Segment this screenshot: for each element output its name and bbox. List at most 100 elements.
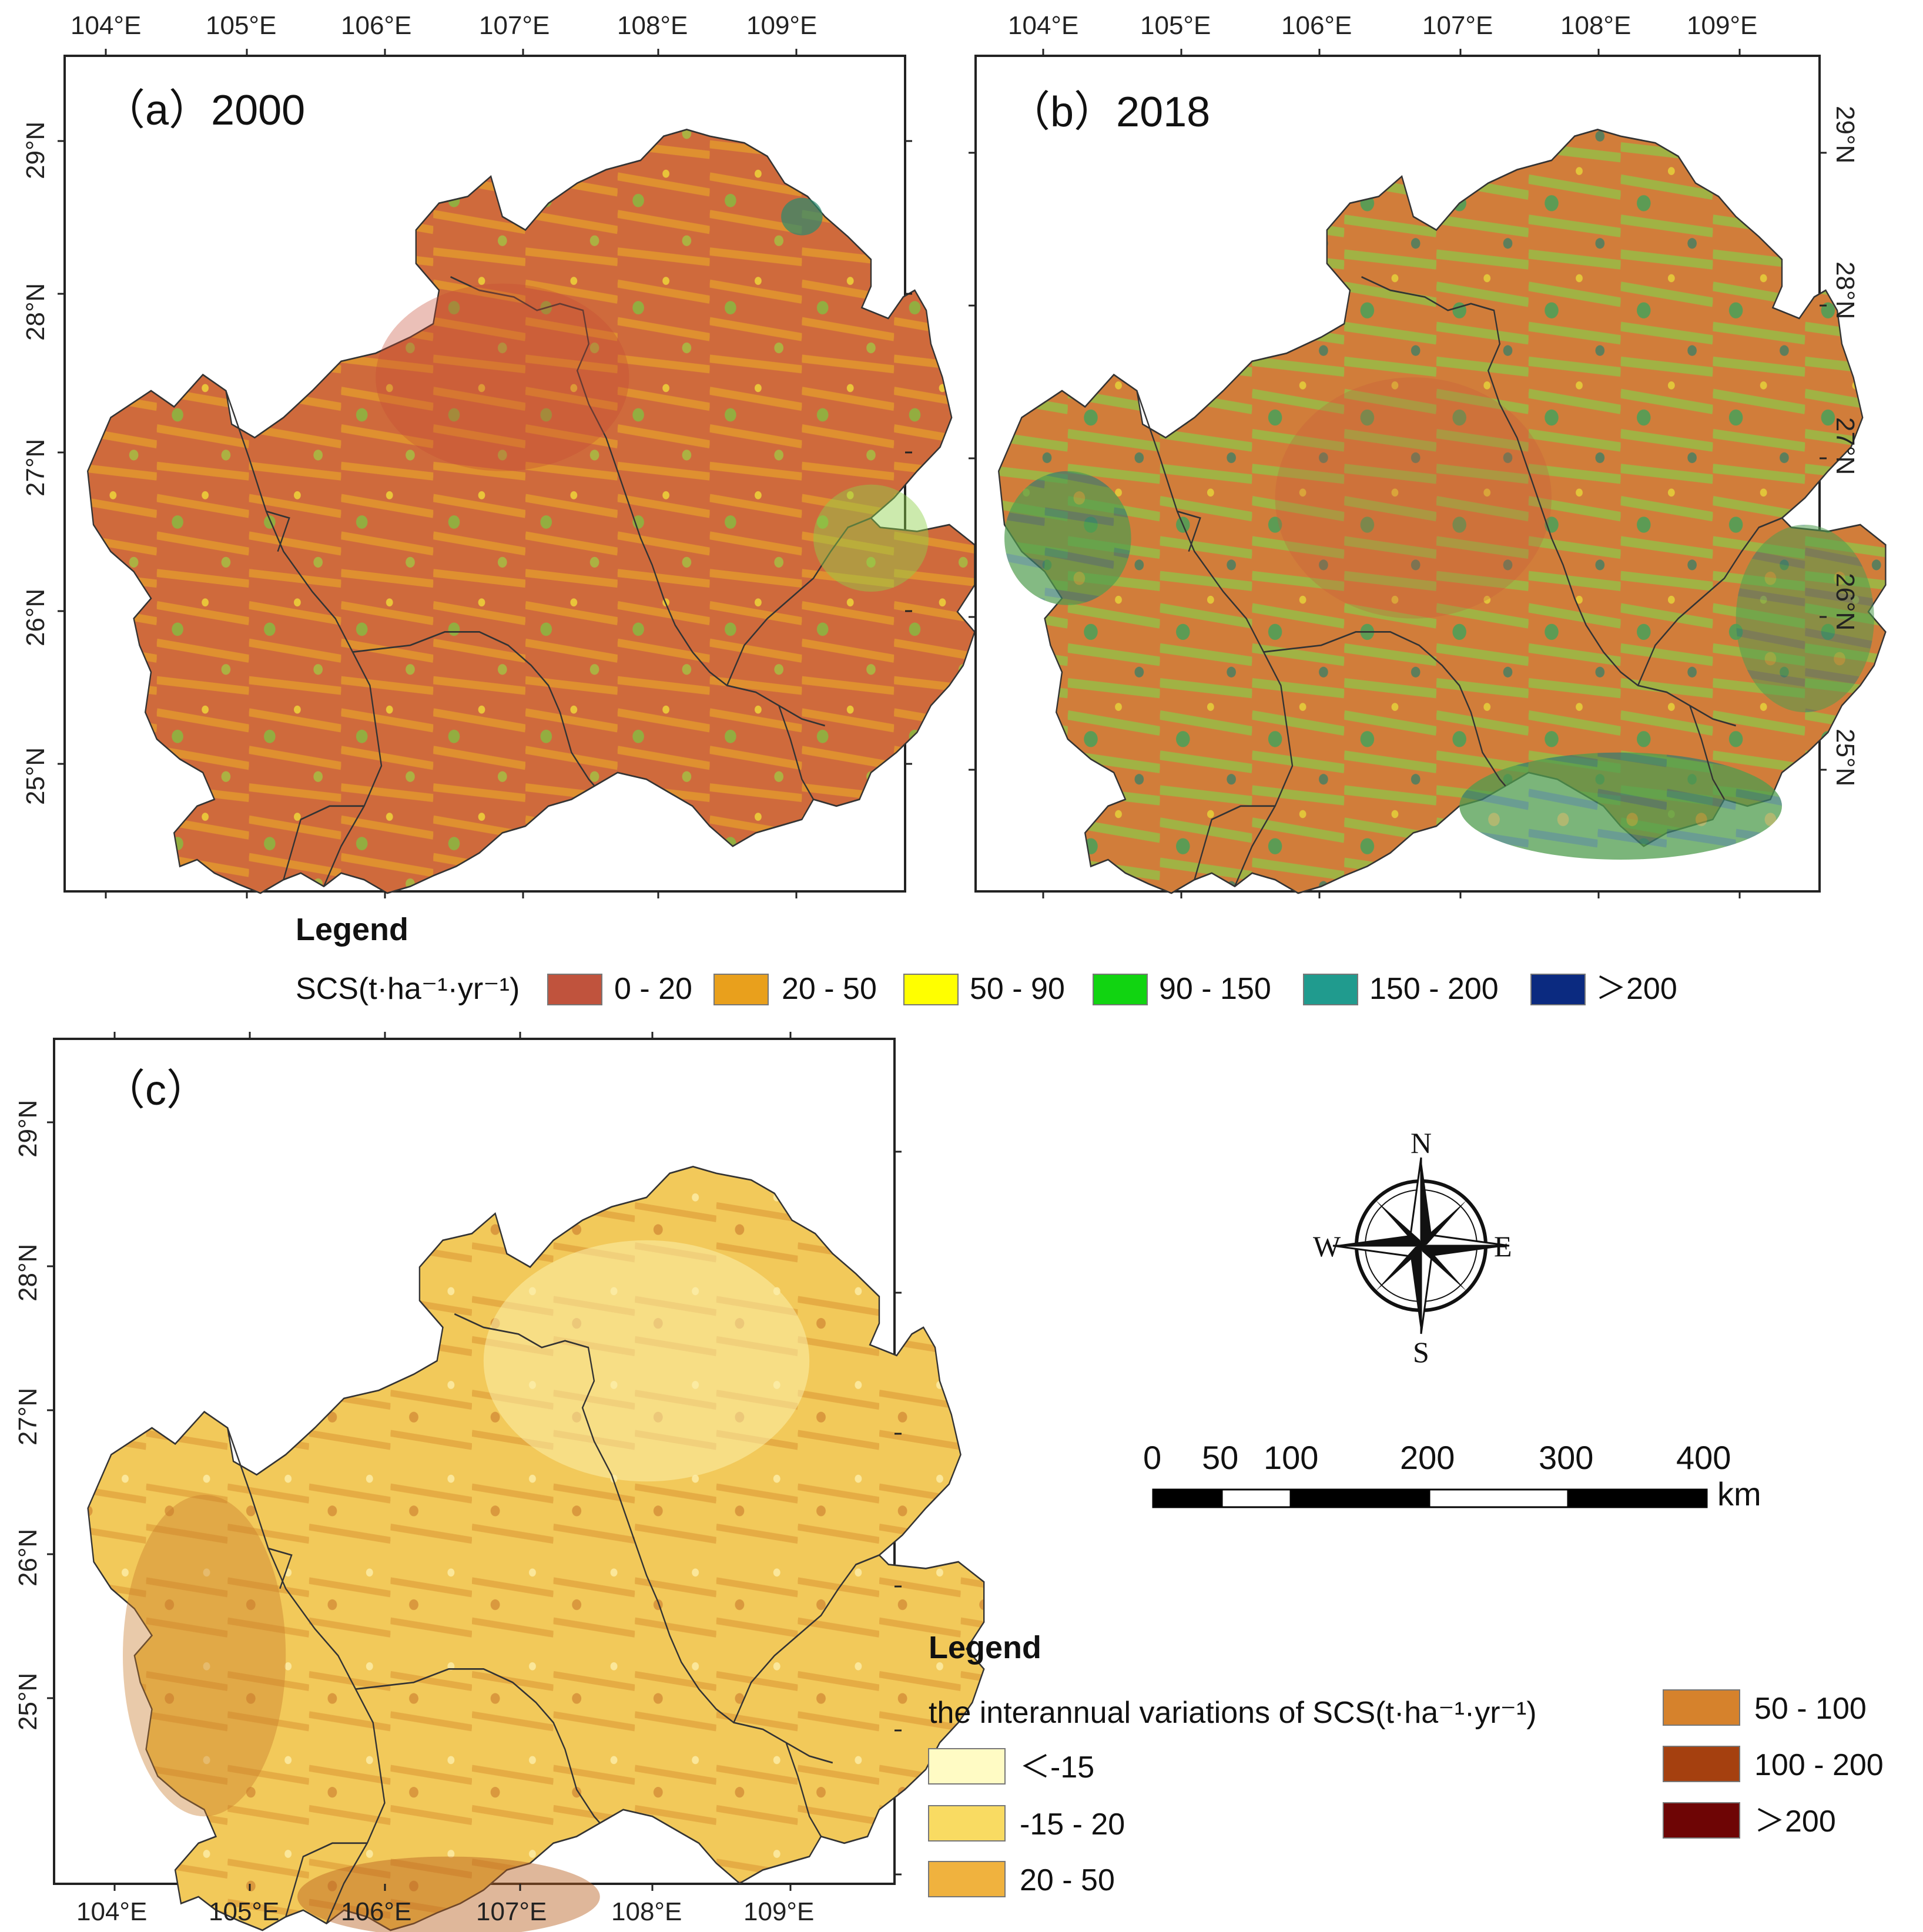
panel-c-lon-tick: 107°E (476, 1897, 547, 1926)
legend-bottom-item-label: 100 - 200 (1754, 1748, 1884, 1782)
panel-a-lat-tick: 29°N (21, 122, 50, 179)
legend-swatch (1303, 974, 1358, 1005)
panel-a-lon-tick: 105°E (206, 11, 276, 40)
panel-b-lat-ticks: 25°N 26°N 27°N 28°N 29°N (969, 106, 1860, 786)
legend-top-item: 90 - 150 (1093, 972, 1271, 1006)
legend-top-item-label: 150 - 200 (1369, 972, 1499, 1006)
legend-top-item-label: ＞200 (1596, 972, 1677, 1006)
compass-e: E (1494, 1230, 1512, 1263)
panel-c-lon-tick: 104°E (76, 1897, 147, 1926)
legend-swatch (1663, 1746, 1740, 1782)
scale-label: 100 (1264, 1439, 1318, 1476)
legend-swatch (928, 1805, 1006, 1842)
legend-bottom-item: 20 - 50 (928, 1861, 1115, 1897)
panel-c-lat-tick: 27°N (14, 1388, 42, 1445)
legend-swatch (1093, 974, 1148, 1005)
compass-w: W (1313, 1230, 1341, 1263)
panel-b-title: （b）2018 (1008, 89, 1210, 136)
scale-bar: 0 50 100 200 300 400 km (1143, 1439, 1761, 1512)
panel-b-lat-tick: 29°N (1831, 106, 1860, 163)
compass-n: N (1411, 1126, 1432, 1159)
panel-a-lon-tick: 108°E (617, 11, 688, 40)
panel-b-lon-tick: 108°E (1560, 11, 1631, 40)
legend-bottom-item-label: ＞200 (1754, 1804, 1836, 1839)
legend-top-heading: Legend (296, 912, 408, 947)
scale-label: 50 (1202, 1439, 1238, 1476)
panel-b-lat-tick: 27°N (1831, 417, 1860, 475)
legend-top-item-label: 50 - 90 (970, 972, 1065, 1006)
legend-swatch (928, 1748, 1006, 1785)
panel-c-lat-ticks: 25°N 26°N 27°N 28°N 29°N (14, 1100, 902, 1876)
legend-swatch (547, 974, 602, 1005)
legend-bottom: Legend the interannual variations of SCS… (928, 1630, 1884, 1897)
legend-top-item: 150 - 200 (1303, 972, 1499, 1006)
panel-a-lat-tick: 27°N (21, 439, 50, 497)
legend-bottom-item-label: -15 - 20 (1020, 1807, 1125, 1842)
legend-bottom-item-label: 20 - 50 (1020, 1863, 1115, 1897)
scale-unit: km (1717, 1475, 1761, 1512)
panel-b-lat-tick: 28°N (1831, 261, 1860, 319)
panel-a-lat-ticks: 25°N 26°N 27°N 28°N 29°N (21, 122, 912, 805)
panel-b-lat-tick: 25°N (1831, 729, 1860, 786)
legend-bottom-item-label: ＜-15 (1020, 1750, 1094, 1785)
panel-c-title: （c） (103, 1067, 209, 1114)
legend-bottom-item-label: 50 - 100 (1754, 1692, 1867, 1726)
legend-swatch (1663, 1689, 1740, 1726)
panel-c-lon-tick: 109°E (743, 1897, 814, 1926)
panel-b-map (997, 129, 1887, 894)
panel-a-lon-tick: 107°E (479, 11, 550, 40)
panel-b-lon-tick: 106°E (1281, 11, 1352, 40)
panel-a-lon-tick: 109°E (746, 11, 817, 40)
panel-c-lat-tick: 26°N (14, 1529, 42, 1586)
panel-b-lat-tick: 26°N (1831, 573, 1860, 630)
compass-s: S (1413, 1336, 1429, 1368)
panel-a-lat-tick: 26°N (21, 589, 50, 646)
panel-c-lon-tick: 108°E (611, 1897, 682, 1926)
panel-c-map (87, 1166, 985, 1932)
panel-c-lon-ticks: 104°E 105°E 106°E 107°E 108°E 109°E (76, 1032, 814, 1926)
panel-a-map (86, 129, 976, 894)
panel-b-lon-ticks: 104°E 105°E 106°E 107°E 108°E 109°E (1008, 11, 1757, 898)
legend-top-item: 20 - 50 (713, 972, 877, 1006)
legend-bottom-item: 50 - 100 (1663, 1689, 1867, 1726)
legend-top-item: 0 - 20 (547, 972, 692, 1006)
compass-star-icon (1332, 1157, 1510, 1334)
legend-swatch (928, 1861, 1006, 1897)
legend-bottom-item: -15 - 20 (928, 1805, 1125, 1842)
legend-swatch (1530, 974, 1586, 1005)
panel-c-lon-tick: 106°E (341, 1897, 411, 1926)
legend-bottom-label: the interannual variations of SCS(t·ha⁻¹… (929, 1696, 1537, 1730)
legend-top-label: SCS(t·ha⁻¹·yr⁻¹) (296, 972, 520, 1006)
panel-c-lat-tick: 28°N (14, 1244, 42, 1302)
scale-label: 300 (1539, 1439, 1593, 1476)
panel-c-lat-tick: 25°N (14, 1673, 42, 1730)
compass-rose: N S E W (1313, 1126, 1512, 1368)
legend-swatch (1663, 1802, 1740, 1839)
panel-b-lon-tick: 107°E (1422, 11, 1493, 40)
legend-top-item-label: 20 - 50 (782, 972, 877, 1006)
legend-top-item-label: 90 - 150 (1159, 972, 1271, 1006)
scale-label: 200 (1400, 1439, 1455, 1476)
panel-b: （b）2018 104°E 105°E 106°E 107°E 108°E 10… (969, 11, 1887, 898)
legend-top-item-label: 0 - 20 (614, 972, 692, 1006)
panel-a-title: （a）2000 (103, 87, 305, 134)
panel-a: （a）2000 104°E 105°E 106°E 107°E 108°E 10… (21, 11, 976, 898)
panel-b-lon-tick: 104°E (1008, 11, 1078, 40)
legend-top-item: 50 - 90 (903, 972, 1065, 1006)
panel-b-lon-tick: 109°E (1687, 11, 1757, 40)
scale-label: 400 (1676, 1439, 1731, 1476)
legend-swatch (713, 974, 769, 1005)
panel-a-lon-tick: 104°E (71, 11, 141, 40)
panel-a-lat-tick: 28°N (21, 283, 50, 341)
legend-swatch (903, 974, 959, 1005)
legend-bottom-heading: Legend (929, 1630, 1041, 1665)
panel-c-lat-tick: 29°N (14, 1100, 42, 1158)
legend-top: Legend SCS(t·ha⁻¹·yr⁻¹) 0 - 20 20 - 50 5… (296, 912, 1677, 1006)
legend-bottom-item: 100 - 200 (1663, 1746, 1884, 1782)
panel-b-lon-tick: 105°E (1140, 11, 1211, 40)
panel-c: （c） 104°E 105°E 106°E 107°E 108°E 109°E … (14, 1032, 985, 1932)
legend-top-item: ＞200 (1530, 972, 1677, 1006)
panel-a-lon-tick: 106°E (341, 11, 411, 40)
legend-bottom-item: ＜-15 (928, 1748, 1094, 1785)
